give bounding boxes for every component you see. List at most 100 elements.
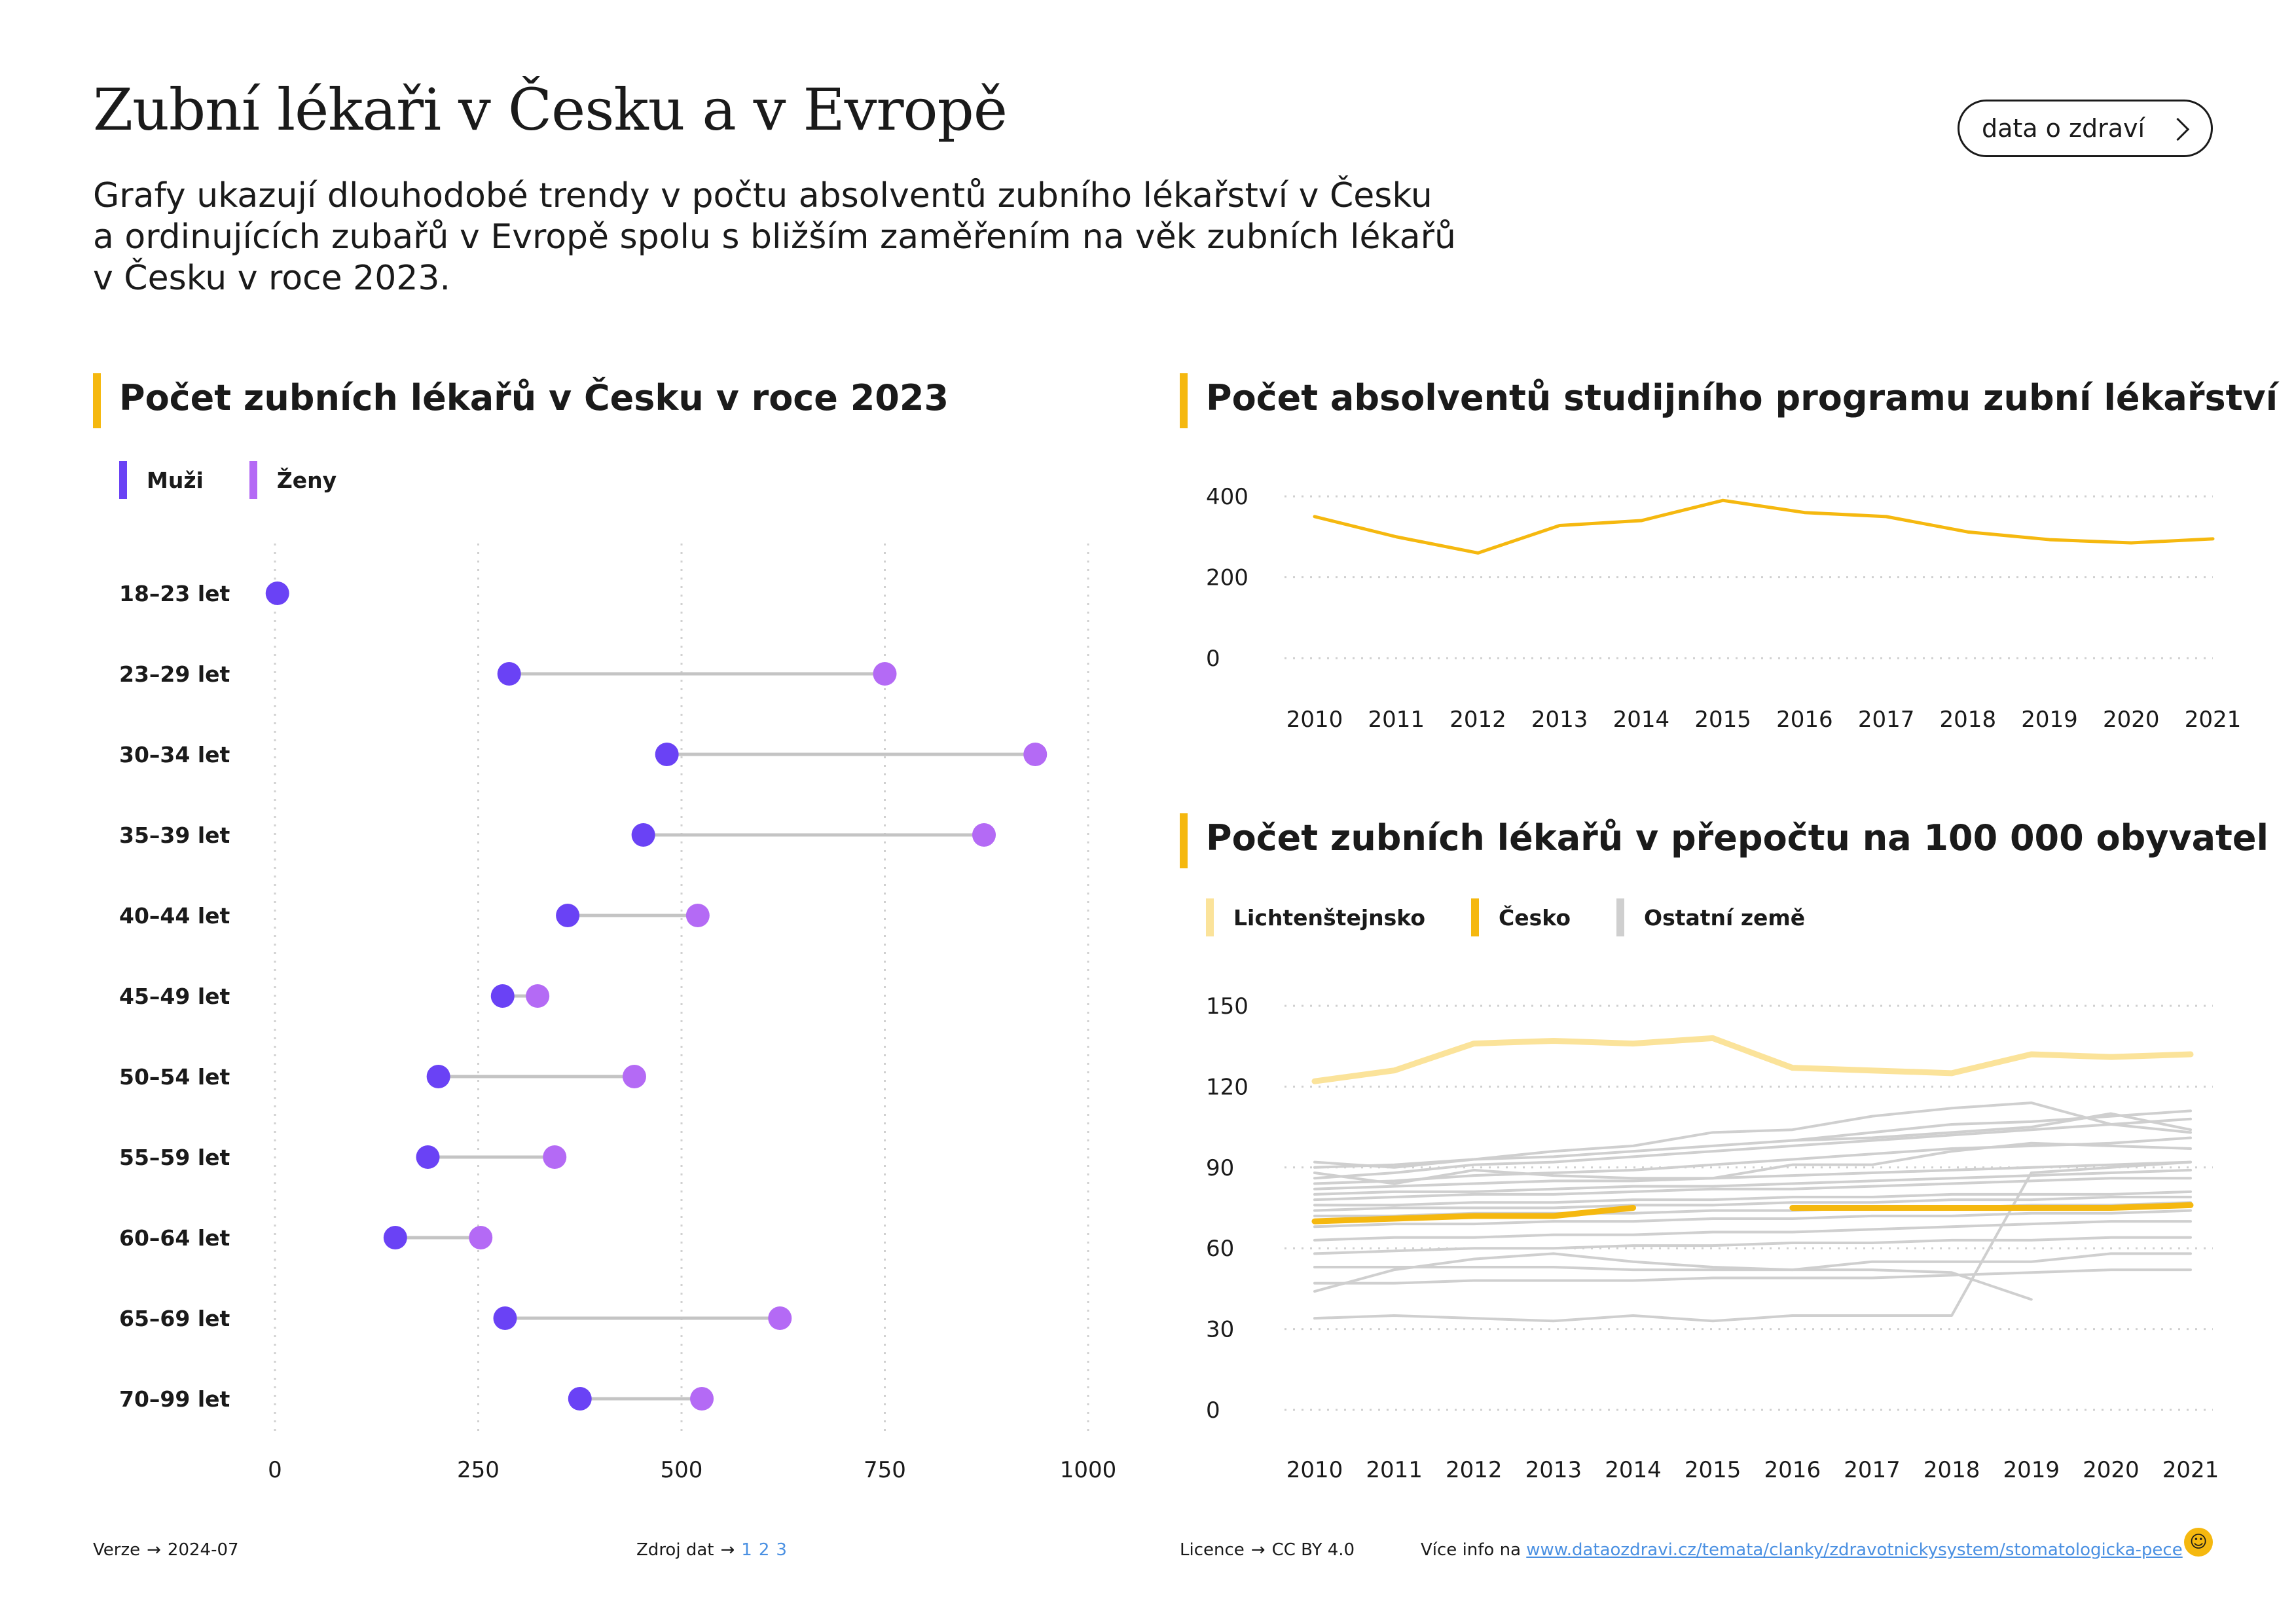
source-link-3[interactable]: 3 <box>776 1540 787 1560</box>
x-tick-label: 2017 <box>1858 707 1915 733</box>
x-tick-label: 2020 <box>2083 1457 2140 1483</box>
source-link-1[interactable]: 1 <box>741 1540 752 1560</box>
x-tick-label: 250 <box>457 1457 500 1483</box>
other-country-line <box>1313 1136 2192 1185</box>
men-point <box>655 743 679 766</box>
women-point <box>469 1226 493 1249</box>
legend-label-czechia: Česko <box>1499 904 1571 931</box>
subtitle-line: v Česku v roce 2023. <box>93 259 451 298</box>
y-tick-label: 60 <box>1206 1236 1234 1262</box>
men-point <box>556 904 580 927</box>
data-o-zdravi-button[interactable]: data o zdraví <box>1958 100 2213 157</box>
czechia-line <box>1789 1202 2194 1211</box>
age-group-label: 23–29 let <box>119 661 230 687</box>
x-tick-label: 2021 <box>2185 707 2242 733</box>
legend-label-liechtenstein: Lichtenštejnsko <box>1233 904 1426 931</box>
women-point <box>526 984 550 1008</box>
x-tick-label: 2010 <box>1286 707 1343 733</box>
x-tick-label: 2011 <box>1366 1457 1423 1483</box>
legend-swatch-women <box>249 461 257 499</box>
men-point <box>568 1387 592 1411</box>
x-tick-label: 2019 <box>2021 707 2078 733</box>
age-group-label: 70–99 let <box>119 1386 230 1412</box>
legend-swatch-men <box>119 461 127 499</box>
footer-more-info: Více info na www.dataozdravi.cz/temata/c… <box>1421 1540 2183 1560</box>
brand-button-label: data o zdraví <box>1982 114 2145 143</box>
x-tick-label: 2015 <box>1685 1457 1741 1483</box>
version-label: Verze <box>93 1540 141 1560</box>
footer-version: Verze → 2024-07 <box>93 1540 239 1560</box>
x-tick-label: 2015 <box>1694 707 1751 733</box>
other-country-line <box>1313 1220 2192 1242</box>
legend-item-men: Muži <box>119 461 204 499</box>
per100k-chart-legend: Lichtenštejnsko Česko Ostatní země <box>1206 898 1851 936</box>
source-link-2[interactable]: 2 <box>758 1540 770 1560</box>
y-tick-label: 30 <box>1206 1317 1234 1343</box>
men-point <box>493 1306 517 1330</box>
legend-item-other: Ostatní země <box>1616 898 1805 936</box>
x-tick-label: 0 <box>268 1457 282 1483</box>
women-point <box>1023 743 1048 766</box>
age-group-label: 45–49 let <box>119 984 230 1009</box>
other-country-line <box>1313 1160 2192 1190</box>
legend-label-women: Ženy <box>276 467 337 493</box>
age-group-label: 35–39 let <box>119 822 230 848</box>
other-country-line <box>1313 1196 2192 1212</box>
women-point <box>768 1306 792 1330</box>
license-value: CC BY 4.0 <box>1271 1540 1355 1560</box>
x-tick-label: 2012 <box>1446 1457 1503 1483</box>
license-label: Licence <box>1180 1540 1245 1560</box>
legend-swatch-liechtenstein <box>1206 898 1214 936</box>
women-point <box>685 904 710 927</box>
subtitle-line: Grafy ukazují dlouhodobé trendy v počtu … <box>93 176 1432 215</box>
y-tick-label: 0 <box>1206 646 1220 672</box>
other-country-line <box>1313 1190 2192 1207</box>
men-point <box>383 1226 407 1249</box>
y-tick-label: 0 <box>1206 1397 1220 1424</box>
other-country-line <box>1313 1252 2192 1272</box>
other-country-line <box>1313 1141 2192 1185</box>
legend-swatch-czechia <box>1471 898 1480 936</box>
x-tick-label: 2018 <box>1923 1457 1980 1483</box>
legend-swatch-other <box>1616 898 1625 936</box>
other-country-line <box>1313 1209 2192 1228</box>
other-country-line <box>1313 1101 2192 1169</box>
y-tick-label: 200 <box>1206 565 1248 591</box>
graduates-line <box>1313 498 2215 555</box>
x-tick-label: 2014 <box>1605 1457 1662 1483</box>
men-point <box>265 581 289 605</box>
age-group-label: 40–44 let <box>119 903 230 929</box>
more-info-label: Více info na <box>1421 1540 1522 1560</box>
x-tick-label: 500 <box>661 1457 703 1483</box>
women-point <box>972 823 996 847</box>
men-point <box>490 984 515 1008</box>
liechtenstein-line <box>1311 1035 2194 1084</box>
x-tick-label: 2013 <box>1525 1457 1582 1483</box>
age-group-label: 30–34 let <box>119 742 230 767</box>
x-tick-label: 2014 <box>1613 707 1670 733</box>
x-tick-label: 2010 <box>1286 1457 1343 1483</box>
x-tick-label: 2021 <box>2162 1457 2219 1483</box>
other-country-line <box>1313 1268 2192 1285</box>
other-country-line <box>1313 1252 2033 1301</box>
subtitle-line: a ordinujících zubařů v Evropě spolu s b… <box>93 217 1456 257</box>
arrow-right-icon: → <box>720 1540 735 1560</box>
x-tick-label: 750 <box>864 1457 906 1483</box>
legend-label-other: Ostatní země <box>1644 904 1806 931</box>
x-tick-label: 1000 <box>1060 1457 1117 1483</box>
y-tick-label: 90 <box>1206 1155 1234 1181</box>
page-subtitle: Grafy ukazují dlouhodobé trendy v počtu … <box>93 175 1533 299</box>
age-group-label: 50–54 let <box>119 1064 230 1090</box>
more-info-link[interactable]: www.dataozdravi.cz/temata/clanky/zdravot… <box>1526 1540 2183 1560</box>
page-title: Zubní lékaři v Česku a v Evropě <box>93 76 1008 143</box>
age-chart-title: Počet zubních lékařů v Česku v roce 2023 <box>93 373 949 428</box>
x-tick-label: 2013 <box>1531 707 1588 733</box>
other-country-line <box>1313 1160 2192 1323</box>
footer-license: Licence → CC BY 4.0 <box>1180 1540 1355 1560</box>
legend-item-women: Ženy <box>249 461 337 499</box>
x-tick-label: 2016 <box>1776 707 1833 733</box>
men-point <box>426 1065 450 1088</box>
y-tick-label: 120 <box>1206 1074 1248 1100</box>
